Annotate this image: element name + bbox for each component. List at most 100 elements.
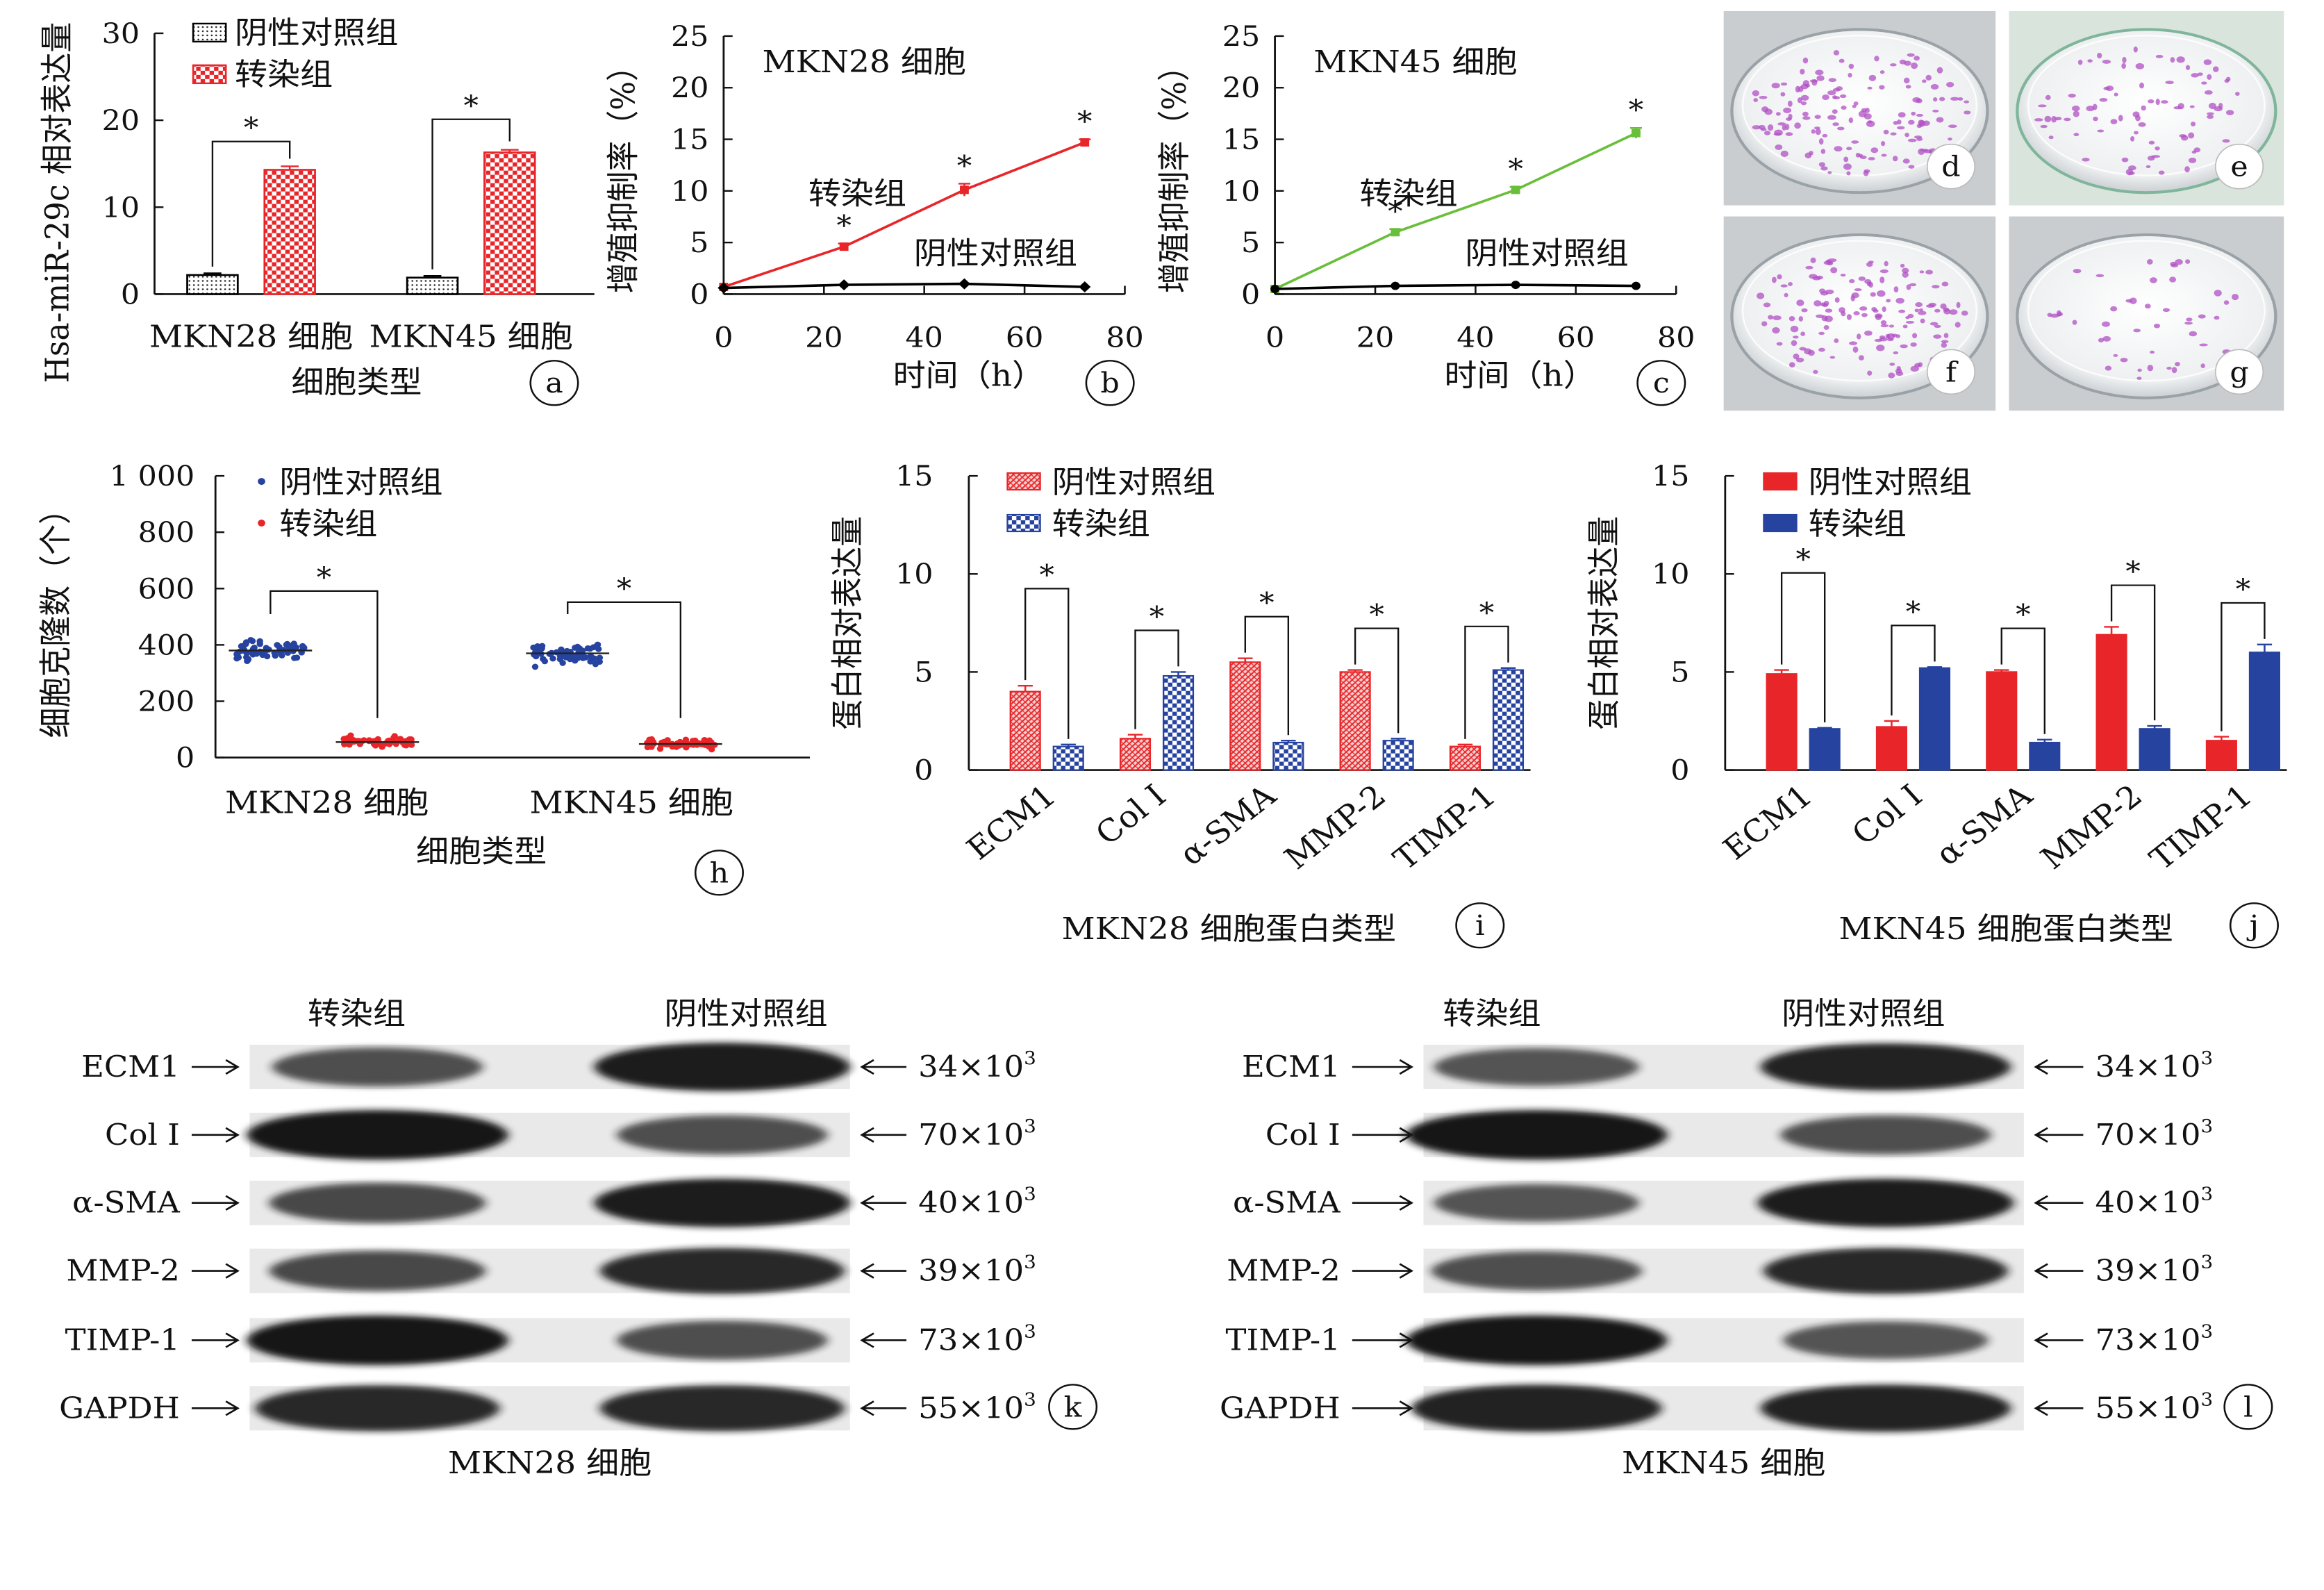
- significance-star: *: [1479, 597, 1495, 629]
- colony: [2177, 103, 2184, 110]
- colony: [2040, 124, 2048, 129]
- colony: [2050, 313, 2059, 318]
- pointer-arrow-right: [2034, 1332, 2084, 1348]
- colony: [2110, 306, 2118, 312]
- pointer-arrow-right: [2034, 1127, 2084, 1143]
- weight-base: 73×10: [918, 1324, 1024, 1357]
- colony: [2071, 105, 2080, 112]
- colony: [1811, 129, 1816, 134]
- colony: [2155, 54, 2164, 58]
- colony: [1920, 318, 1925, 324]
- blot-caption: MKN28 细胞: [448, 1446, 651, 1481]
- pointer-arrow-left: [1352, 1195, 1414, 1211]
- colony: [1929, 322, 1939, 326]
- photo-letter-circle: [2214, 143, 2264, 190]
- scatter-point: [249, 638, 256, 645]
- colony: [1908, 165, 1915, 169]
- blot-band: [1760, 1043, 2011, 1091]
- significance-star: *: [1369, 599, 1384, 631]
- colony: [1832, 122, 1839, 126]
- colony: [2184, 322, 2193, 325]
- colony: [1886, 299, 1891, 303]
- colony: [1911, 63, 1918, 69]
- colony: [2077, 59, 2083, 65]
- weight-base: 70×10: [918, 1118, 1024, 1152]
- colony: [1833, 50, 1840, 56]
- significance-star: *: [1259, 587, 1275, 619]
- data-point: [1391, 281, 1400, 290]
- bar-transfected: [263, 169, 316, 295]
- colony: [1785, 132, 1793, 136]
- scatter-point: [538, 645, 545, 652]
- colony: [1759, 95, 1768, 99]
- panel-j-bar-chart: 0 5 10 15 蛋白相对表达量 * ECM1 * Col Ⅰ * α-SMA * MMP-2 * TIM…: [1585, 460, 2287, 949]
- colony: [1794, 122, 1801, 129]
- colony: [2121, 63, 2126, 69]
- colony: [1889, 63, 1897, 67]
- colony: [1910, 365, 1919, 372]
- colony: [1870, 147, 1879, 154]
- colony: [1834, 338, 1839, 343]
- colony: [1802, 57, 1809, 64]
- weight-base: 55×10: [918, 1392, 1024, 1425]
- colony: [1830, 267, 1838, 274]
- data-point: [1080, 138, 1090, 147]
- colony: [1832, 88, 1841, 92]
- x-tick-label: 80: [1657, 322, 1695, 354]
- panel-letter-b: b: [1100, 367, 1119, 399]
- colony: [1800, 68, 1805, 75]
- colony: [1761, 106, 1769, 113]
- colony: [2176, 56, 2185, 63]
- colony: [2072, 320, 2077, 325]
- protein-label: Col Ⅰ: [1265, 1118, 1341, 1152]
- data-point: [1079, 281, 1091, 293]
- molecular-weight-label: 34×103: [918, 1048, 1036, 1084]
- colony: [1964, 110, 1971, 115]
- colony: [1787, 100, 1793, 107]
- blot-row--sma: α-SMA 40×103: [72, 1178, 1036, 1227]
- colony: [2155, 98, 2160, 106]
- pointer-arrow-left: [191, 1127, 240, 1143]
- y-tick-label: 15: [895, 460, 933, 492]
- colony: [2145, 165, 2151, 168]
- colony: [2102, 321, 2110, 327]
- pointer-arrow-right: [2034, 1400, 2084, 1416]
- colony: [1879, 70, 1885, 74]
- data-point: [1511, 281, 1520, 290]
- colony: [1839, 307, 1845, 313]
- colony: [2175, 361, 2180, 367]
- colony: [1943, 307, 1950, 312]
- colony: [1843, 163, 1852, 170]
- colony: [1846, 171, 1851, 176]
- blot-band: [1405, 1109, 1668, 1160]
- scatter-point: [596, 654, 604, 661]
- legend-swatch: [1006, 472, 1041, 491]
- colony: [2135, 63, 2145, 69]
- colony: [1961, 310, 1968, 316]
- significance-star: *: [2016, 599, 2031, 631]
- colony: [1900, 263, 1905, 268]
- colony: [1867, 86, 1873, 90]
- y-tick-label: 15: [1222, 124, 1260, 156]
- x-category-label: Col Ⅰ: [1845, 777, 1929, 852]
- panel-letter-i: i: [1475, 910, 1485, 942]
- bar-transfected: [2029, 741, 2061, 771]
- colony: [1802, 80, 1809, 87]
- protein-label: TIMP-1: [65, 1324, 180, 1357]
- colony: [1936, 117, 1944, 123]
- colony: [1907, 313, 1914, 319]
- y-axis-label: Hsa-miR-29c 相对表达量: [38, 22, 76, 383]
- colony: [1822, 303, 1829, 308]
- colony: [1813, 370, 1818, 374]
- data-point: [1632, 281, 1641, 290]
- x-category-label: α-SMA: [1172, 777, 1284, 872]
- significance-bracket: [211, 140, 291, 267]
- colony: [2149, 277, 2157, 283]
- legend-label: 阴性对照组: [1809, 465, 1972, 500]
- colony: [1879, 337, 1888, 342]
- colony: [2086, 106, 2095, 112]
- significance-star: *: [244, 112, 259, 144]
- blot-band: [272, 1047, 483, 1086]
- colony: [1916, 113, 1924, 117]
- colony: [1780, 82, 1788, 86]
